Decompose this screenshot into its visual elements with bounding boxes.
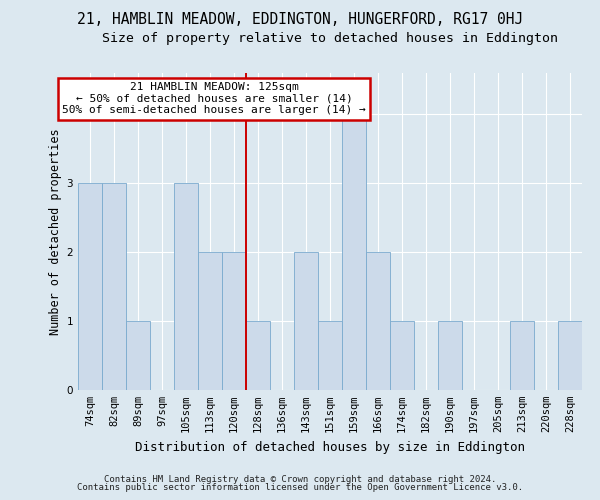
Text: Contains public sector information licensed under the Open Government Licence v3: Contains public sector information licen… bbox=[77, 484, 523, 492]
Bar bbox=[510, 321, 534, 390]
Bar bbox=[318, 321, 342, 390]
Bar bbox=[78, 183, 102, 390]
Bar bbox=[198, 252, 222, 390]
Text: 21 HAMBLIN MEADOW: 125sqm
← 50% of detached houses are smaller (14)
50% of semi-: 21 HAMBLIN MEADOW: 125sqm ← 50% of detac… bbox=[62, 82, 366, 115]
Bar bbox=[126, 321, 150, 390]
Bar bbox=[438, 321, 462, 390]
Text: Contains HM Land Registry data © Crown copyright and database right 2024.: Contains HM Land Registry data © Crown c… bbox=[104, 475, 496, 484]
Title: Size of property relative to detached houses in Eddington: Size of property relative to detached ho… bbox=[102, 32, 558, 45]
Bar bbox=[294, 252, 318, 390]
X-axis label: Distribution of detached houses by size in Eddington: Distribution of detached houses by size … bbox=[135, 440, 525, 454]
Bar bbox=[222, 252, 246, 390]
Bar bbox=[342, 114, 366, 390]
Bar bbox=[390, 321, 414, 390]
Y-axis label: Number of detached properties: Number of detached properties bbox=[49, 128, 62, 334]
Bar bbox=[102, 183, 126, 390]
Bar bbox=[174, 183, 198, 390]
Text: 21, HAMBLIN MEADOW, EDDINGTON, HUNGERFORD, RG17 0HJ: 21, HAMBLIN MEADOW, EDDINGTON, HUNGERFOR… bbox=[77, 12, 523, 28]
Bar bbox=[366, 252, 390, 390]
Bar bbox=[246, 321, 270, 390]
Bar bbox=[558, 321, 582, 390]
